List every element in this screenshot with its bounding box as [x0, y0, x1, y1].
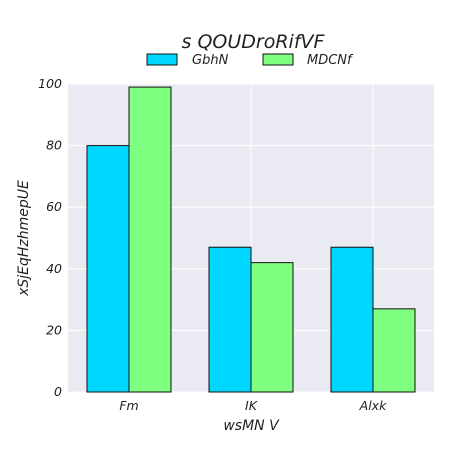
y-axis-label: xSjEqHzhmepUE	[16, 180, 32, 297]
x-tick-label: Alxk	[359, 398, 387, 413]
bar-gbhn-ik	[208, 246, 252, 393]
legend: GbhN MDCNf	[146, 53, 354, 68]
y-tick-label: 60	[46, 199, 62, 214]
x-tick-labels: Fm IK Alxk	[119, 398, 387, 413]
bars	[86, 86, 416, 393]
y-tick-label: 20	[46, 322, 62, 337]
legend-swatch-mdcnf	[262, 53, 294, 66]
y-tick-labels: 0 20 40 60 80 100	[38, 76, 62, 399]
x-tick-label: IK	[245, 398, 259, 413]
x-axis-label: wsMN V	[223, 418, 280, 434]
y-tick-label: 100	[38, 76, 62, 91]
bar-gbhn-fm	[86, 145, 130, 393]
x-tick-label: Fm	[119, 398, 138, 413]
y-tick-label: 40	[46, 261, 62, 276]
bar-mdcnf-alxk	[372, 308, 416, 393]
bar-mdcnf-fm	[128, 86, 172, 393]
legend-label-gbhn: GbhN	[192, 53, 229, 68]
legend-swatch-gbhn	[146, 53, 178, 66]
y-tick-label: 0	[54, 384, 62, 399]
chart-title: s QOUDroRifVF	[182, 31, 326, 53]
y-tick-label: 80	[46, 138, 62, 153]
bar-gbhn-alxk	[330, 246, 374, 393]
legend-label-mdcnf: MDCNf	[307, 53, 354, 68]
bar-mdcnf-ik	[250, 262, 294, 393]
